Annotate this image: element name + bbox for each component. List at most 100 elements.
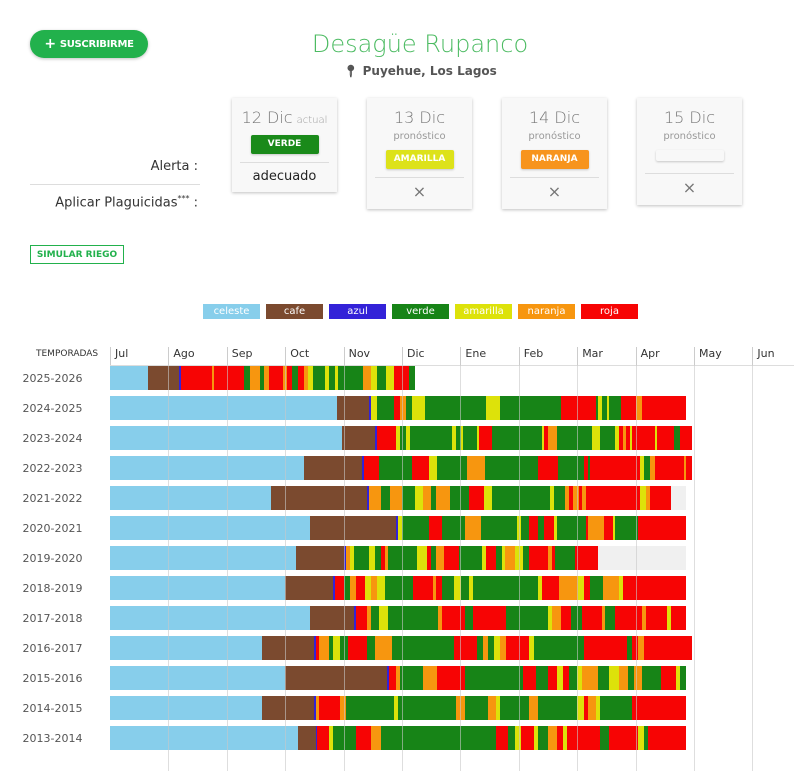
card-sub: pronóstico xyxy=(393,131,446,142)
segment xyxy=(586,486,640,510)
segment xyxy=(521,516,529,540)
month-tick-label: Sep xyxy=(226,347,253,365)
season-bar xyxy=(110,396,687,420)
legend-item-naranja: naranja xyxy=(518,304,575,319)
segment xyxy=(507,726,516,750)
segment xyxy=(328,636,333,660)
segment xyxy=(472,576,512,600)
season-label: 2024-2025 xyxy=(22,402,83,415)
segment xyxy=(398,696,456,720)
segment xyxy=(505,636,529,660)
segment xyxy=(244,366,251,390)
segment xyxy=(588,516,604,540)
segment xyxy=(597,546,686,570)
segment xyxy=(553,486,566,510)
segment xyxy=(465,696,489,720)
segment xyxy=(375,426,377,450)
segment xyxy=(449,486,470,510)
segment xyxy=(181,366,212,390)
segment xyxy=(609,726,615,750)
segment xyxy=(298,366,304,390)
segment xyxy=(543,426,548,450)
segment xyxy=(423,486,431,510)
segment xyxy=(315,636,320,660)
segment xyxy=(476,426,479,450)
segment xyxy=(563,666,569,690)
segment xyxy=(374,636,393,660)
segment xyxy=(309,516,397,540)
segment xyxy=(444,546,460,570)
segment xyxy=(376,396,395,420)
segment xyxy=(430,546,437,570)
segment xyxy=(426,546,431,570)
segment xyxy=(582,666,598,690)
segment xyxy=(528,696,539,720)
season-bar xyxy=(110,546,686,570)
segment xyxy=(538,576,542,600)
segment xyxy=(409,426,452,450)
segment xyxy=(411,396,425,420)
segment xyxy=(601,396,608,420)
segment xyxy=(315,726,318,750)
segment xyxy=(609,666,619,690)
segment xyxy=(411,456,429,480)
segment xyxy=(328,726,333,750)
segment xyxy=(442,576,454,600)
subscribe-label: SUSCRIBIRME xyxy=(59,38,134,50)
month-tick-label: Nov xyxy=(343,347,370,365)
subscribe-button[interactable]: + SUSCRIBIRME xyxy=(30,30,148,58)
segment xyxy=(599,426,615,450)
segment xyxy=(638,636,644,660)
segment xyxy=(398,516,402,540)
segment xyxy=(520,726,535,750)
segment xyxy=(296,546,345,570)
segment xyxy=(559,576,579,600)
segment xyxy=(686,456,692,480)
map-pin-icon: 📍︎ xyxy=(343,64,359,78)
segment xyxy=(622,426,627,450)
segment xyxy=(405,396,412,420)
simular-riego-button[interactable]: SIMULAR RIEGO xyxy=(30,245,124,264)
segment xyxy=(496,726,508,750)
segment xyxy=(110,636,262,660)
segment xyxy=(599,696,633,720)
card-date: 13 Dic xyxy=(393,108,445,127)
segment xyxy=(551,606,562,630)
segment xyxy=(346,546,351,570)
segment xyxy=(649,486,671,510)
segment xyxy=(574,546,598,570)
segment xyxy=(492,486,550,510)
segment xyxy=(561,606,571,630)
location: 📍︎ Puyehue, Los Lagos xyxy=(220,64,620,78)
segment xyxy=(494,636,500,660)
plus-icon: + xyxy=(44,36,56,52)
segment xyxy=(355,576,366,600)
season-bar xyxy=(110,486,687,510)
segment xyxy=(110,696,262,720)
segment xyxy=(511,576,539,600)
segment xyxy=(250,366,260,390)
day-card-forecast: 14 Dic pronóstico NARANJA × xyxy=(502,98,607,209)
segment xyxy=(544,516,554,540)
month-gridline xyxy=(635,365,637,771)
segment xyxy=(282,366,287,390)
location-text: Puyehue, Los Lagos xyxy=(362,64,497,78)
season-bar xyxy=(110,366,416,390)
segment xyxy=(350,576,356,600)
season-bar xyxy=(110,516,687,540)
segment xyxy=(649,456,656,480)
segment xyxy=(590,456,641,480)
segment xyxy=(369,546,376,570)
segment xyxy=(432,576,437,600)
segment xyxy=(582,486,587,510)
segment xyxy=(455,426,462,450)
segment xyxy=(430,486,437,510)
segment xyxy=(307,366,314,390)
segment xyxy=(315,696,320,720)
season-timeline-chart: TEMPORADAS Jul Ago Sep Oct Nov Dic Ene Feb Mar Ap… xyxy=(0,340,794,771)
segment xyxy=(213,366,245,390)
segment xyxy=(365,576,372,600)
season-label: 2020-2021 xyxy=(22,522,83,535)
segment xyxy=(384,546,389,570)
segment xyxy=(618,426,623,450)
